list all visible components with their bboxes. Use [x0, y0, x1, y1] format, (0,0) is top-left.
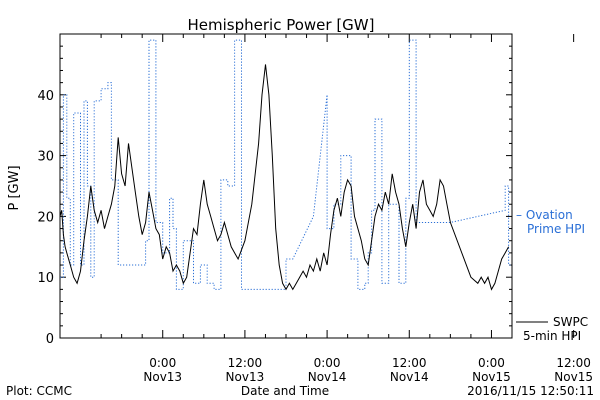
x-tick-time: 12:00 [228, 356, 263, 370]
x-tick-time: 12:00 [392, 356, 427, 370]
plot-frame [59, 33, 513, 339]
y-axis: 0 10 20 30 40 [37, 45, 512, 347]
series-ovation-prime-hpi [60, 39, 512, 290]
x-tick-time: 0:00 [314, 356, 341, 370]
y-tick-label: 20 [37, 210, 54, 225]
x-tick-date: Nov13 [226, 370, 265, 384]
legend-ovation-line2: Prime HPI [527, 222, 585, 236]
x-tick-date: Nov15 [472, 370, 511, 384]
x-tick-time: 12:00 [556, 356, 591, 370]
series-layer [59, 39, 512, 291]
footer-left: Plot: CCMC [6, 384, 72, 398]
y-tick-label: 40 [37, 89, 54, 104]
series-swpc-5-min-hpi [59, 64, 510, 291]
chart-title: Hemispheric Power [GW] [188, 16, 375, 34]
legend-swpc-line1: SWPC [553, 315, 588, 329]
x-tick-time: 0:00 [149, 356, 176, 370]
footer-timestamp: 2016/11/15 12:50:11 [467, 384, 594, 398]
x-axis-label: Date and Time [241, 384, 329, 398]
legend-ovation-line1: – Ovation [516, 208, 573, 222]
x-axis: 0:00Nov1312:00Nov130:00Nov1412:00Nov140:… [100, 34, 593, 384]
y-axis-label: P [GW] [7, 165, 22, 210]
x-tick-date: Nov14 [308, 370, 347, 384]
x-tick-date: Nov13 [143, 370, 182, 384]
y-tick-label: 10 [37, 271, 54, 286]
y-tick-label: 0 [46, 332, 54, 347]
x-tick-time: 0:00 [478, 356, 505, 370]
x-tick-date: Nov14 [390, 370, 429, 384]
x-tick-date: Nov15 [554, 370, 593, 384]
y-tick-label: 30 [37, 150, 54, 165]
legend-swpc-line2: 5-min HPI [523, 329, 581, 343]
